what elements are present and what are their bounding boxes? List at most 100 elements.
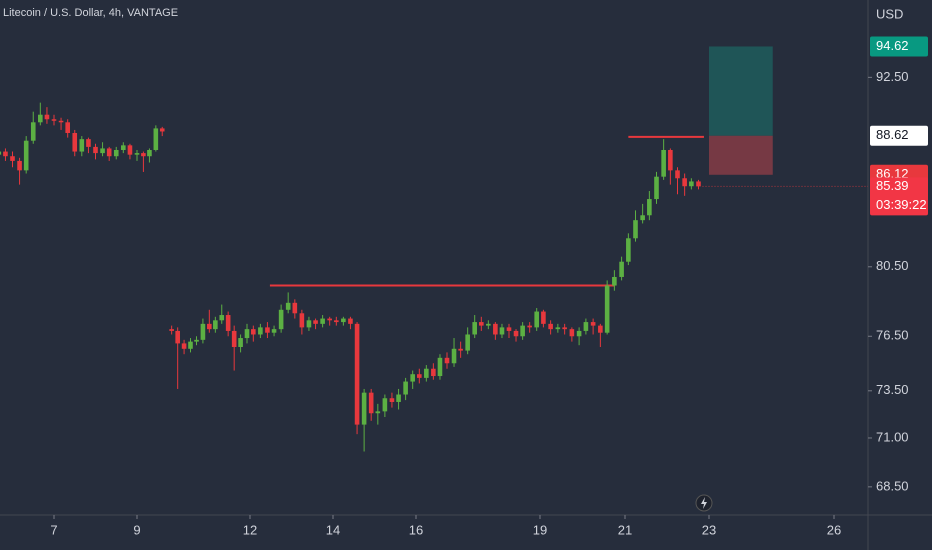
candle-body [661, 149, 666, 177]
candle-body [458, 348, 463, 351]
candle-body [244, 329, 250, 339]
candle-body [188, 341, 193, 349]
candle-body [382, 398, 388, 412]
candle-body [159, 128, 165, 132]
candle-body [278, 309, 284, 330]
candle-body [506, 327, 512, 331]
y-tick-label: 80.50 [876, 258, 909, 273]
candle-body [682, 178, 687, 187]
candle-body [86, 139, 91, 147]
axes: 68.50 71.00 73.50 76.50 80.50 92.50 7 9 12 14 16 19… [50, 36, 928, 537]
candle-body [141, 153, 146, 157]
candle-body [431, 368, 436, 377]
candle-body [147, 149, 152, 157]
candle-body [292, 302, 298, 314]
x-tick-label: 16 [409, 522, 423, 537]
candle-body [368, 392, 374, 414]
candle-body [598, 325, 603, 333]
countdown: 03:39:22 [876, 197, 927, 212]
y-tick-label: 73.50 [876, 382, 909, 397]
replay-icon[interactable] [695, 494, 713, 512]
last-price-box [870, 177, 928, 216]
x-tick-label: 7 [50, 522, 57, 537]
x-tick-label: 26 [827, 522, 841, 537]
candle-body [299, 313, 305, 328]
candle-body [225, 315, 231, 331]
candle-body [58, 120, 64, 123]
candle-body [306, 320, 312, 328]
candle-body [327, 318, 332, 321]
candle-body [219, 315, 225, 321]
candle-body [534, 311, 539, 328]
candle-body [583, 322, 589, 331]
candle-body [633, 220, 638, 239]
x-tick-label: 23 [702, 522, 716, 537]
candle-body [548, 323, 553, 330]
candle-body [689, 181, 694, 187]
candle-body [265, 327, 270, 333]
y-tick-label: 71.00 [876, 429, 909, 444]
plot-area [0, 46, 773, 452]
x-tick-label: 19 [533, 522, 547, 537]
candle-body [590, 322, 596, 326]
candle-body [499, 327, 505, 335]
candle-body [541, 311, 546, 324]
entry-price-label-box [870, 125, 928, 146]
candle-body [3, 151, 8, 157]
candle-body [251, 329, 256, 335]
candle-body [231, 330, 237, 347]
candle-body [0, 151, 2, 155]
candle-body [213, 320, 218, 330]
candle-body [619, 261, 624, 277]
candle-body [696, 181, 701, 187]
candle-body [23, 140, 29, 171]
candle-body [527, 325, 532, 328]
candle-body [271, 329, 277, 333]
candle-body [181, 343, 187, 349]
candle-body [285, 302, 291, 310]
candle-body [626, 238, 631, 262]
candle-body [654, 176, 659, 200]
chart-title: Litecoin / U.S. Dollar, 4h, VANTAGE [3, 7, 178, 19]
candle-body [486, 323, 491, 326]
candle-body [612, 276, 617, 286]
stop-zone [709, 135, 773, 175]
icon-bolt [701, 497, 707, 509]
candle-body [675, 170, 680, 179]
candle-body [207, 323, 212, 330]
candle-body [30, 122, 36, 141]
candle-body [106, 148, 112, 157]
candle-body [451, 348, 457, 364]
candle-body [93, 146, 98, 154]
candle-body [79, 139, 85, 152]
candle-body [200, 323, 206, 340]
target-price-label-box [870, 36, 928, 57]
candle-body [65, 122, 70, 134]
candle-body [513, 330, 519, 337]
candle-body [320, 318, 325, 324]
y-tick-label: 92.50 [876, 69, 909, 84]
x-tick-label: 14 [326, 522, 340, 537]
candle-body [361, 392, 367, 425]
candle-body [403, 381, 408, 395]
candle-body [375, 411, 381, 414]
last-price-label: 85.39 [876, 178, 909, 193]
x-tick-label: 9 [133, 522, 140, 537]
candle-body [437, 357, 443, 377]
candle-body [169, 329, 174, 331]
candle-body [465, 334, 470, 351]
candle-body [668, 149, 673, 171]
candle-body [153, 128, 159, 150]
candle-body [569, 329, 575, 337]
entry-price-label: 88.62 [876, 127, 909, 142]
candle-body [72, 133, 78, 152]
candle-body [604, 285, 610, 333]
y-tick-label: 68.50 [876, 478, 909, 493]
candle-body [194, 339, 199, 342]
x-tick-label: 21 [618, 522, 632, 537]
y-tick-label: 76.50 [876, 328, 909, 343]
candle-body [410, 374, 415, 382]
candle-body [472, 322, 477, 335]
